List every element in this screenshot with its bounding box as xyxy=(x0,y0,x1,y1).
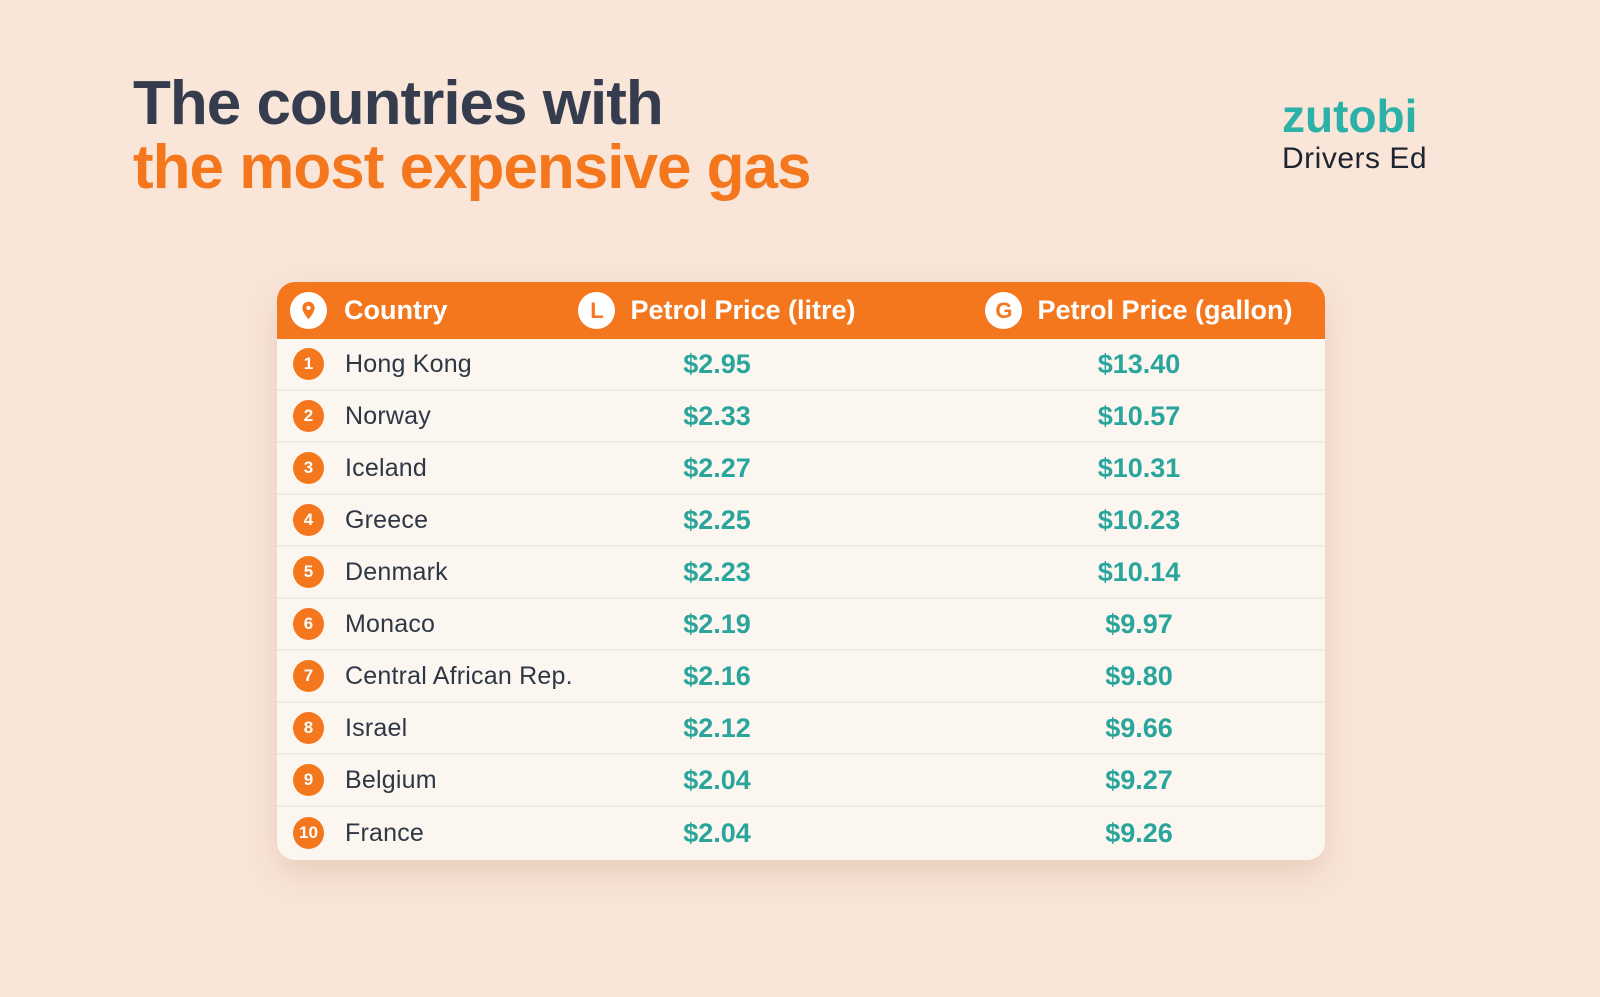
gallon-price: $9.97 xyxy=(1105,608,1173,639)
gallon-price: $10.31 xyxy=(1097,452,1181,483)
gallon-price-cell: $13.40 xyxy=(857,349,1325,380)
gallon-price: $9.27 xyxy=(1105,764,1173,795)
rank-badge: 5 xyxy=(293,556,324,588)
table-row: 1 Hong Kong $2.95 $13.40 xyxy=(277,339,1325,391)
page-title-line2: the most expensive gas xyxy=(133,133,811,202)
litre-price: $2.33 xyxy=(683,400,751,431)
litre-price: $2.19 xyxy=(683,608,751,639)
gallon-price-cell: $10.14 xyxy=(857,557,1325,588)
gallon-price: $10.23 xyxy=(1097,504,1181,535)
rank-badge: 1 xyxy=(293,348,324,380)
litre-price: $2.04 xyxy=(683,764,751,795)
country-name: Israel xyxy=(345,713,408,742)
country-name: Belgium xyxy=(345,765,437,794)
litre-price-cell: $2.27 xyxy=(577,453,857,484)
logo-tagline-text: Drivers Ed xyxy=(1282,142,1428,175)
litre-price-cell: $2.33 xyxy=(577,401,857,432)
rank-badge: 3 xyxy=(293,452,324,484)
page-title-line1: The countries with xyxy=(133,69,664,138)
gallon-price: $13.40 xyxy=(1097,348,1181,379)
country-cell: 3 Iceland xyxy=(277,452,577,484)
location-pin-icon xyxy=(290,292,327,329)
header-label-country: Country xyxy=(344,295,448,325)
rank-badge: 2 xyxy=(293,400,324,432)
gallon-price: $9.26 xyxy=(1105,817,1173,848)
country-cell: 5 Denmark xyxy=(277,556,577,588)
country-cell: 6 Monaco xyxy=(277,608,577,640)
litre-price: $2.04 xyxy=(683,817,751,848)
litre-price-cell: $2.04 xyxy=(577,765,857,796)
rank-badge: 7 xyxy=(293,660,324,692)
table-row: 6 Monaco $2.19 $9.97 xyxy=(277,599,1325,651)
country-cell: 7 Central African Rep. xyxy=(277,660,577,692)
gallon-price: $9.80 xyxy=(1105,660,1173,691)
litre-price-cell: $2.19 xyxy=(577,609,857,640)
gallon-price: $10.57 xyxy=(1097,400,1181,431)
table-body: 1 Hong Kong $2.95 $13.40 2 Norway $2.33 … xyxy=(277,339,1325,859)
zutobi-logo: zutobi Drivers Ed xyxy=(1282,92,1432,176)
rank-badge: 4 xyxy=(293,504,324,536)
gallon-price-cell: $10.31 xyxy=(857,453,1325,484)
country-cell: 1 Hong Kong xyxy=(277,348,577,380)
gallon-price-cell: $9.26 xyxy=(857,818,1325,849)
gallon-icon: G xyxy=(985,292,1023,329)
litre-price: $2.95 xyxy=(683,348,751,379)
gallon-price-cell: $9.66 xyxy=(857,713,1325,744)
litre-price-cell: $2.16 xyxy=(577,661,857,692)
table-header-row: Country L Petrol Price (litre) G Petrol … xyxy=(277,282,1325,339)
logo-brand-text: zutobi xyxy=(1282,90,1418,142)
litre-price: $2.12 xyxy=(683,712,751,743)
country-cell: 2 Norway xyxy=(277,400,577,432)
litre-price-cell: $2.23 xyxy=(577,557,857,588)
litre-price-cell: $2.25 xyxy=(577,505,857,536)
table-row: 2 Norway $2.33 $10.57 xyxy=(277,391,1325,443)
table-row: 4 Greece $2.25 $10.23 xyxy=(277,495,1325,547)
rank-badge: 8 xyxy=(293,712,324,744)
rank-badge: 6 xyxy=(293,608,324,640)
litre-price: $2.25 xyxy=(683,504,751,535)
table-row: 3 Iceland $2.27 $10.31 xyxy=(277,443,1325,495)
litre-price: $2.16 xyxy=(683,660,751,691)
country-name: France xyxy=(345,818,425,847)
header-cell-country: Country xyxy=(277,292,577,329)
country-cell: 8 Israel xyxy=(277,712,577,744)
country-cell: 4 Greece xyxy=(277,504,577,536)
country-name: Central African Rep. xyxy=(345,661,573,690)
rank-badge: 9 xyxy=(293,764,324,796)
header-label-litre: Petrol Price (litre) xyxy=(630,295,856,325)
header-label-gallon: Petrol Price (gallon) xyxy=(1037,295,1293,325)
table-row: 8 Israel $2.12 $9.66 xyxy=(277,703,1325,755)
gallon-price-cell: $10.57 xyxy=(857,401,1325,432)
country-name: Denmark xyxy=(345,557,448,586)
litre-price-cell: $2.04 xyxy=(577,818,857,849)
country-cell: 10 France xyxy=(277,817,577,849)
gallon-price-cell: $9.97 xyxy=(857,609,1325,640)
gallon-price-cell: $9.27 xyxy=(857,765,1325,796)
country-name: Greece xyxy=(345,505,429,534)
country-cell: 9 Belgium xyxy=(277,764,577,796)
litre-price: $2.23 xyxy=(683,556,751,587)
table-row: 9 Belgium $2.04 $9.27 xyxy=(277,755,1325,807)
table-row: 10 France $2.04 $9.26 xyxy=(277,807,1325,859)
country-name: Hong Kong xyxy=(345,349,472,378)
litre-price-cell: $2.12 xyxy=(577,713,857,744)
gallon-price-cell: $10.23 xyxy=(857,505,1325,536)
rank-badge: 10 xyxy=(293,817,324,849)
table-row: 7 Central African Rep. $2.16 $9.80 xyxy=(277,651,1325,703)
country-name: Norway xyxy=(345,401,431,430)
table-row: 5 Denmark $2.23 $10.14 xyxy=(277,547,1325,599)
litre-icon: L xyxy=(578,292,616,329)
gallon-price: $9.66 xyxy=(1105,712,1173,743)
country-name: Iceland xyxy=(345,453,428,482)
gallon-price: $10.14 xyxy=(1097,556,1181,587)
litre-price: $2.27 xyxy=(683,452,751,483)
page-title: The countries with the most expensive ga… xyxy=(133,72,811,200)
header-cell-gallon: G Petrol Price (gallon) xyxy=(857,292,1325,329)
header-cell-litre: L Petrol Price (litre) xyxy=(577,292,857,329)
gas-price-table: Country L Petrol Price (litre) G Petrol … xyxy=(277,282,1325,860)
country-name: Monaco xyxy=(345,609,436,638)
litre-price-cell: $2.95 xyxy=(577,349,857,380)
gallon-price-cell: $9.80 xyxy=(857,661,1325,692)
